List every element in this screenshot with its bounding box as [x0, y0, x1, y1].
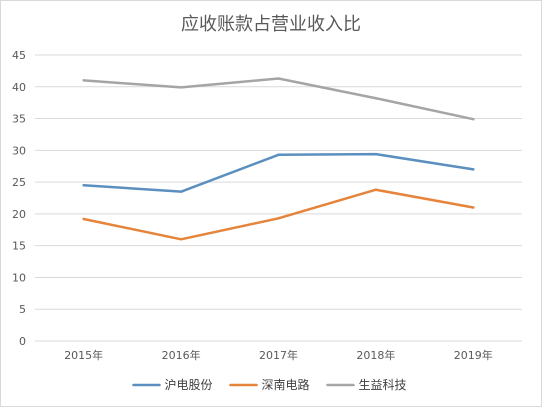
y-tick-label: 30 — [12, 144, 26, 157]
y-tick-label: 0 — [19, 335, 26, 348]
data-point — [82, 79, 85, 82]
y-tick-label: 25 — [12, 176, 26, 189]
x-tick-label: 2019年 — [454, 348, 493, 362]
data-point — [374, 97, 378, 100]
legend-label: 深南电路 — [262, 377, 310, 392]
y-tick-label: 5 — [19, 303, 26, 316]
data-point — [472, 117, 475, 121]
x-axis-ticks: 2015年 2016年 2017年 2018年 2019年 — [64, 348, 493, 362]
data-point — [277, 217, 280, 220]
data-point — [82, 217, 85, 221]
series-lines — [82, 77, 475, 241]
data-point — [277, 77, 280, 80]
data-point — [179, 190, 183, 193]
x-tick-label: 2016年 — [162, 348, 201, 362]
y-tick-label: 35 — [12, 113, 26, 126]
series-line-3 — [82, 77, 475, 121]
legend: 沪电股份 深南电路 生益科技 — [132, 377, 407, 392]
y-tick-label: 20 — [12, 208, 26, 221]
data-point — [82, 184, 85, 187]
data-point — [179, 86, 183, 89]
data-point — [179, 238, 183, 241]
legend-label: 生益科技 — [359, 378, 407, 392]
chart-title: 应收账款占营业收入比 — [181, 14, 361, 35]
y-tick-label: 40 — [12, 81, 26, 94]
y-tick-label: 45 — [12, 49, 26, 62]
x-tick-label: 2018年 — [356, 348, 395, 362]
y-tick-label: 15 — [12, 240, 26, 253]
series-line-2 — [82, 188, 475, 241]
data-point — [374, 188, 378, 191]
gridlines — [35, 54, 522, 342]
data-point — [472, 206, 475, 209]
x-tick-label: 2015年 — [64, 348, 103, 362]
series-line-1 — [82, 152, 475, 193]
data-point — [472, 168, 475, 171]
x-tick-label: 2017年 — [259, 348, 298, 362]
data-point — [277, 153, 280, 156]
y-axis-ticks: 0 5 10 15 20 25 30 35 40 45 — [12, 49, 26, 348]
legend-label: 沪电股份 — [165, 378, 213, 392]
y-tick-label: 10 — [12, 271, 26, 284]
data-point — [374, 152, 378, 156]
